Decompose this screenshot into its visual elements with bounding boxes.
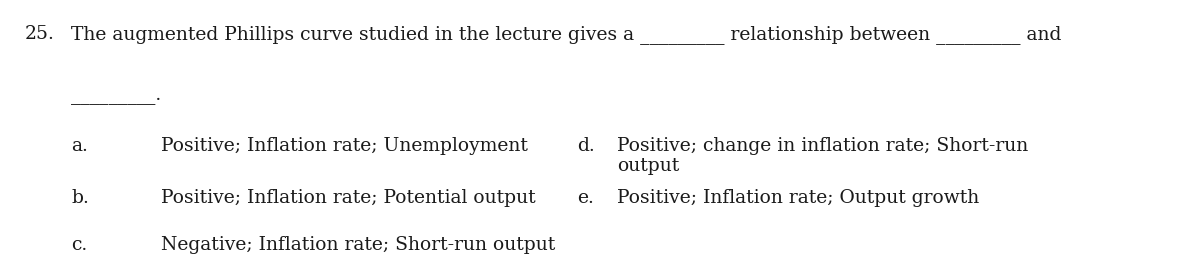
Text: 25.: 25. <box>25 25 55 43</box>
Text: Positive; Inflation rate; Output growth: Positive; Inflation rate; Output growth <box>617 189 979 207</box>
Text: c.: c. <box>71 236 88 254</box>
Text: a.: a. <box>71 137 89 155</box>
Text: Positive; change in inflation rate; Short-run
output: Positive; change in inflation rate; Shor… <box>617 137 1028 175</box>
Text: The augmented Phillips curve studied in the lecture gives a _________ relationsh: The augmented Phillips curve studied in … <box>71 25 1062 44</box>
Text: d.: d. <box>577 137 595 155</box>
Text: Positive; Inflation rate; Potential output: Positive; Inflation rate; Potential outp… <box>161 189 535 207</box>
Text: Positive; Inflation rate; Unemployment: Positive; Inflation rate; Unemployment <box>161 137 528 155</box>
Text: _________.: _________. <box>71 87 162 105</box>
Text: b.: b. <box>71 189 89 207</box>
Text: Negative; Inflation rate; Short-run output: Negative; Inflation rate; Short-run outp… <box>161 236 554 254</box>
Text: e.: e. <box>577 189 594 207</box>
